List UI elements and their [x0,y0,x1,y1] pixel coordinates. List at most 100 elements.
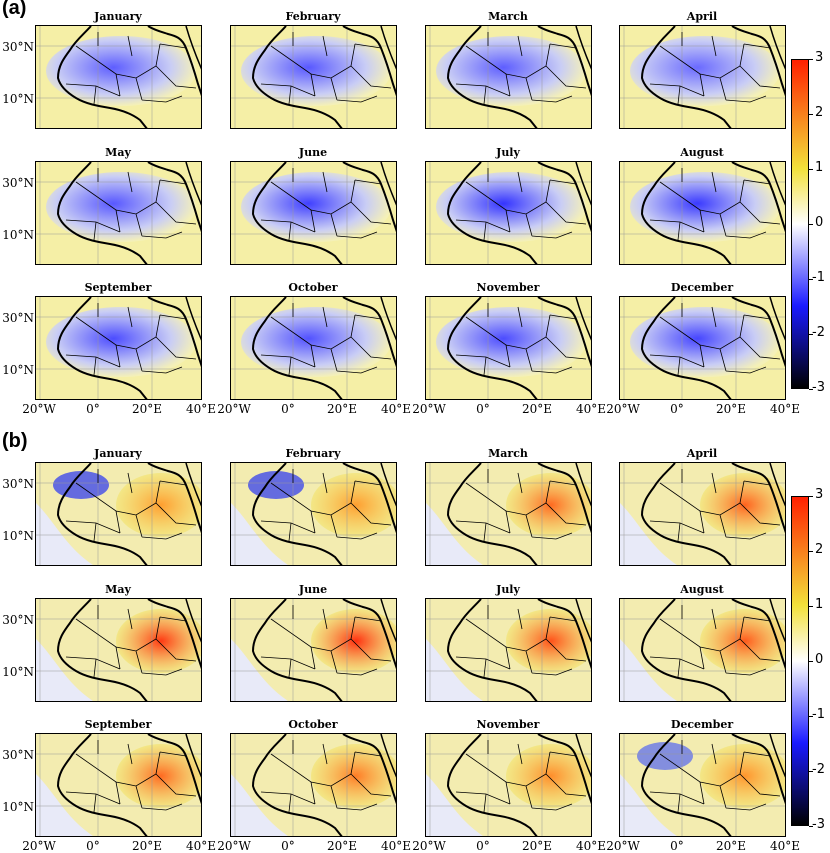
colorbar-tick-mark [809,771,813,772]
lon-label: 20°E [715,402,747,416]
lat-label: 30°N [2,40,34,54]
month-title-april: April [686,10,718,23]
lon-label: 20°E [521,839,553,853]
map-b-may [35,598,202,702]
lon-label: 0° [281,402,295,416]
colorbar-tick-label: -1 [812,707,825,722]
lon-label: 20°W [217,839,251,853]
month-title-march: March [488,10,528,23]
map-b-july [425,598,592,702]
panel-label-b: (b) [2,430,28,452]
colorbar-tick-label: -1 [812,270,825,285]
month-title-april: April [686,447,718,460]
lon-label: 20°W [606,402,640,416]
lon-label: 40°E [769,402,801,416]
lon-label: 40°E [575,402,607,416]
panel-label-a: (a) [2,0,27,19]
lon-label: 0° [476,402,490,416]
lat-label: 10°N [2,800,34,814]
lon-label: 20°E [715,839,747,853]
lon-label: 0° [670,839,684,853]
month-title-december: December [670,718,734,731]
map-b-january [35,462,202,566]
map-a-january [35,25,202,129]
lat-label: 30°N [2,613,34,627]
month-title-february: February [285,10,341,23]
lat-label: 10°N [2,665,34,679]
lon-label: 20°W [412,402,446,416]
month-title-january: January [94,10,142,23]
colorbar-tick-mark [809,661,813,662]
lon-label: 20°E [131,839,163,853]
colorbar-tick-label: 1 [815,160,824,175]
colorbar-tick-label: -2 [812,762,825,777]
colorbar-b [791,496,809,826]
colorbar-tick-mark [809,496,813,497]
colorbar-tick-mark [809,826,813,827]
colorbar-tick-mark [809,279,813,280]
colorbar-tick-label: 2 [815,542,824,557]
map-b-march [425,462,592,566]
month-title-august: August [680,583,724,596]
lon-label: 20°W [22,839,56,853]
map-a-october [230,296,397,400]
colorbar-tick-label: 3 [815,487,824,502]
colorbar-tick-label: 2 [815,105,824,120]
lon-label: 0° [86,839,100,853]
map-b-september [35,733,202,837]
lon-label: 40°E [185,402,217,416]
map-b-november [425,733,592,837]
colorbar-tick-mark [809,114,813,115]
map-a-march [425,25,592,129]
lon-label: 40°E [769,839,801,853]
colorbar-tick-label: 3 [815,50,824,65]
month-title-october: October [288,281,338,294]
lon-label: 20°E [131,402,163,416]
month-title-july: July [496,583,520,596]
map-a-september [35,296,202,400]
colorbar-tick-label: 1 [815,597,824,612]
lon-label: 20°E [326,402,358,416]
colorbar-tick-label: 0 [815,652,824,667]
colorbar-a [791,59,809,389]
colorbar-tick-mark [809,389,813,390]
lat-label: 10°N [2,228,34,242]
colorbar-tick-mark [809,169,813,170]
lon-label: 20°E [326,839,358,853]
map-b-june [230,598,397,702]
month-title-may: May [105,146,131,159]
month-title-december: December [670,281,734,294]
map-b-october [230,733,397,837]
map-b-february [230,462,397,566]
map-b-august [619,598,786,702]
colorbar-tick-label: -3 [812,817,825,832]
map-a-may [35,161,202,265]
lat-label: 30°N [2,748,34,762]
lon-label: 40°E [380,402,412,416]
colorbar-tick-label: -2 [812,325,825,340]
map-a-june [230,161,397,265]
lon-label: 20°W [22,402,56,416]
colorbar-tick-mark [809,59,813,60]
lat-label: 30°N [2,311,34,325]
map-a-august [619,161,786,265]
colorbar-tick-label: 0 [815,215,824,230]
month-title-february: February [285,447,341,460]
month-title-july: July [496,146,520,159]
lon-label: 20°W [606,839,640,853]
month-title-november: November [476,718,540,731]
colorbar-tick-mark [809,716,813,717]
lon-label: 20°E [521,402,553,416]
month-title-january: January [94,447,142,460]
map-a-april [619,25,786,129]
lat-label: 10°N [2,529,34,543]
colorbar-tick-mark [809,551,813,552]
colorbar-tick-mark [809,606,813,607]
map-a-july [425,161,592,265]
lat-label: 10°N [2,92,34,106]
month-title-september: September [84,281,152,294]
lon-label: 20°W [412,839,446,853]
map-a-february [230,25,397,129]
colorbar-tick-mark [809,224,813,225]
lon-label: 0° [476,839,490,853]
